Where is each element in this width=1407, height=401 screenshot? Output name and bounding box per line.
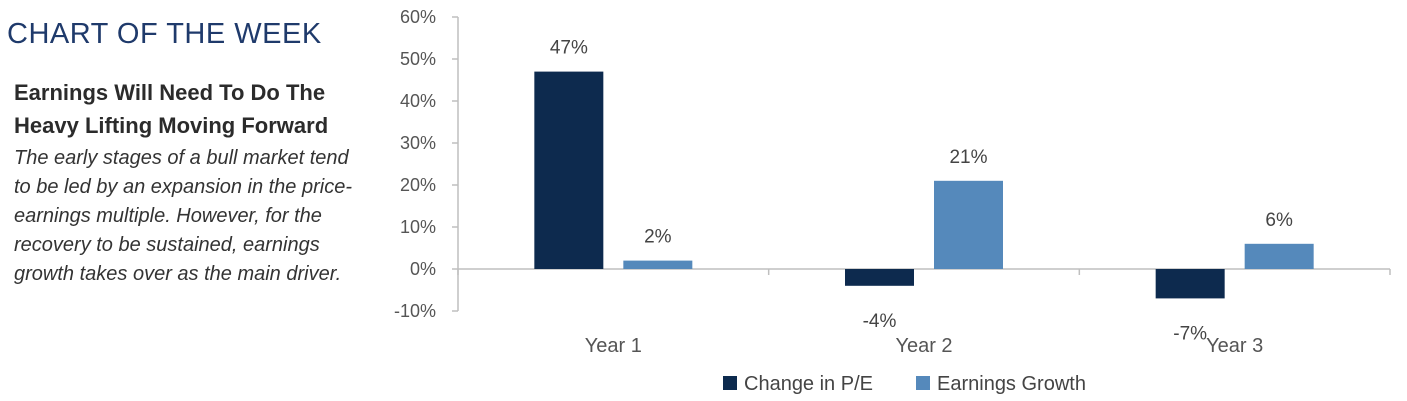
y-tick-label: 0% [410, 259, 436, 279]
bar [845, 269, 914, 286]
data-label: 2% [644, 227, 672, 248]
bar [1244, 243, 1314, 269]
data-label: 6% [1265, 210, 1293, 231]
section-kicker: CHART OF THE WEEK [7, 18, 322, 50]
chart-description: The early stages of a bull market tend t… [14, 147, 352, 285]
data-label: 47% [550, 38, 588, 59]
data-label: -7% [1173, 323, 1207, 344]
legend-label: Earnings Growth [937, 373, 1086, 395]
y-tick-label: 30% [400, 133, 436, 153]
bar [1155, 269, 1225, 299]
data-label: 21% [949, 147, 987, 168]
x-category-label: Year 2 [895, 335, 952, 357]
legend-swatch [916, 376, 930, 390]
bar [934, 180, 1003, 269]
y-tick-label: -10% [394, 301, 436, 321]
legend-swatch [723, 376, 737, 390]
data-label: -4% [863, 311, 897, 332]
x-category-label: Year 3 [1206, 335, 1263, 357]
y-tick-label: 20% [400, 175, 436, 195]
x-category-label: Year 1 [585, 335, 642, 357]
y-tick-label: 10% [400, 217, 436, 237]
y-tick-label: 60% [400, 7, 436, 27]
y-tick-label: 50% [400, 49, 436, 69]
bar [534, 71, 604, 269]
y-tick-label: 40% [400, 91, 436, 111]
bar [623, 260, 693, 269]
legend-label: Change in P/E [744, 373, 873, 395]
chart-headline: Earnings Will Need To Do The Heavy Lifti… [14, 80, 329, 138]
